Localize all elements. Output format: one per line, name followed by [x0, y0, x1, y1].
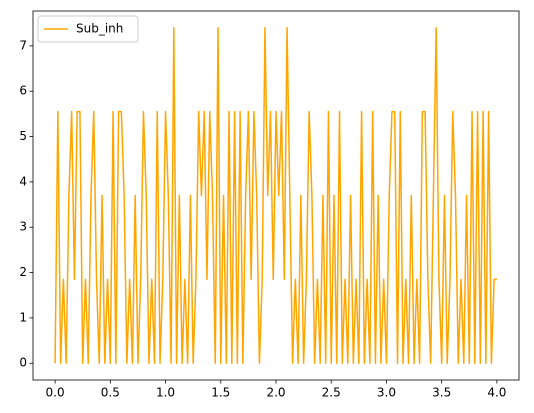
legend-label: Sub_inh	[76, 22, 123, 36]
y-tick-label: 3	[19, 220, 27, 234]
x-tick-label: 3.5	[432, 386, 451, 400]
y-tick-label: 4	[19, 174, 27, 188]
x-tick-label: 0.5	[101, 386, 120, 400]
x-tick-label: 1.0	[156, 386, 175, 400]
legend-box	[37, 15, 139, 43]
y-tick-label: 2	[19, 265, 27, 279]
x-tick-label: 4.0	[487, 386, 506, 400]
y-tick-label: 1	[19, 310, 27, 324]
legend: Sub_inh	[37, 15, 139, 43]
y-tick-label: 6	[19, 84, 27, 98]
data-line	[54, 27, 497, 364]
x-tick-label: 3.0	[377, 386, 396, 400]
x-tick-label: 1.5	[211, 386, 230, 400]
y-tick-label: 5	[19, 129, 27, 143]
y-tick-label: 0	[19, 356, 27, 370]
x-tick-label: 2.5	[322, 386, 341, 400]
x-tick-label: 0.0	[46, 386, 65, 400]
y-tick-label: 7	[19, 38, 27, 52]
x-tick-label: 2.0	[266, 386, 285, 400]
